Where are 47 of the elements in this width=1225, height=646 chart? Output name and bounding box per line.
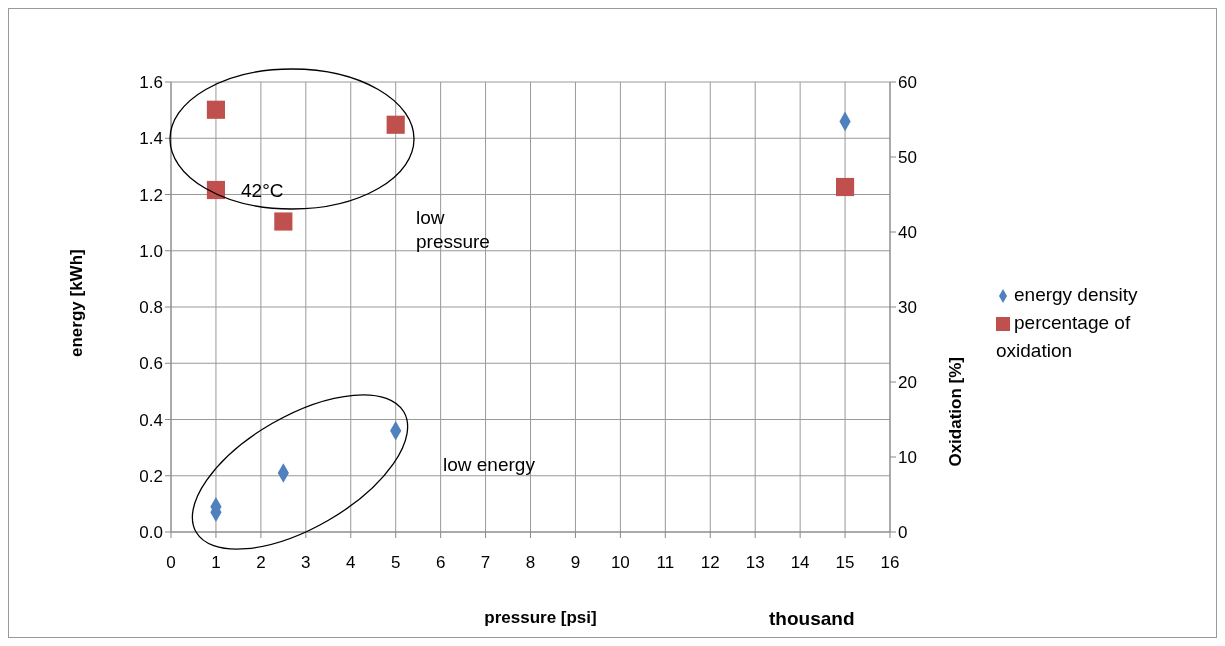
- x-tick-label: 14: [790, 553, 810, 573]
- annotation: low pressure: [416, 206, 491, 254]
- y-tick-label: 1.6: [139, 73, 163, 93]
- y2-tick-label: 40: [898, 223, 917, 243]
- x-tick-label: 12: [700, 553, 720, 573]
- y2-tick-label: 60: [898, 73, 917, 93]
- point: [386, 115, 405, 134]
- point: [274, 212, 293, 231]
- y-axis-title: energy [kWh]: [67, 249, 87, 357]
- y2-tick-label: 50: [898, 148, 917, 168]
- x-tick-label: 11: [656, 553, 675, 573]
- point: [835, 177, 855, 197]
- legend-label: energy density: [1014, 284, 1138, 305]
- y-tick-label: 1.0: [139, 241, 163, 261]
- y2-tick-label: 0: [898, 523, 908, 543]
- x-tick-label: 1: [211, 553, 221, 573]
- x-tick-label: 10: [610, 553, 630, 573]
- x-tick-label: 9: [570, 553, 581, 573]
- y-tick-label: 1.4: [139, 129, 163, 149]
- y-tick-label: 0.4: [139, 410, 163, 430]
- x-tick-label: 0: [166, 553, 176, 573]
- x-axis-title: pressure [psi]: [484, 608, 597, 627]
- y-tick-label: 1.2: [139, 185, 163, 205]
- y2-tick-label: 10: [898, 448, 917, 468]
- point: [206, 100, 226, 119]
- legend-label: percentage of oxidation: [996, 312, 1131, 361]
- x-tick-label: 4: [346, 553, 356, 573]
- x-tick-label: 15: [835, 553, 855, 573]
- y-tick-label: 0.0: [139, 523, 163, 543]
- x-tick-label: 5: [390, 553, 401, 573]
- x-tick-label: 13: [745, 553, 765, 573]
- x-tick-label: 7: [480, 553, 491, 573]
- y-tick-label: 0.2: [139, 466, 163, 486]
- x-tick-label: 8: [525, 553, 536, 573]
- x-tick-label: 16: [880, 553, 900, 573]
- x-tick-label: 2: [256, 553, 266, 573]
- y2-tick-label: 30: [898, 298, 917, 318]
- x-tick-label: 3: [301, 553, 311, 573]
- annotation: 42°C: [241, 179, 285, 203]
- y2-tick-label: 20: [898, 373, 917, 393]
- x-tick-label: 6: [435, 553, 446, 573]
- y2-axis-title: Oxidation [%]: [946, 357, 966, 467]
- y-tick-label: 0.6: [139, 354, 163, 374]
- y-tick-label: 0.8: [139, 298, 163, 318]
- text: thousand: [769, 607, 856, 631]
- annotation: low energy: [443, 453, 536, 477]
- point: [206, 180, 226, 200]
